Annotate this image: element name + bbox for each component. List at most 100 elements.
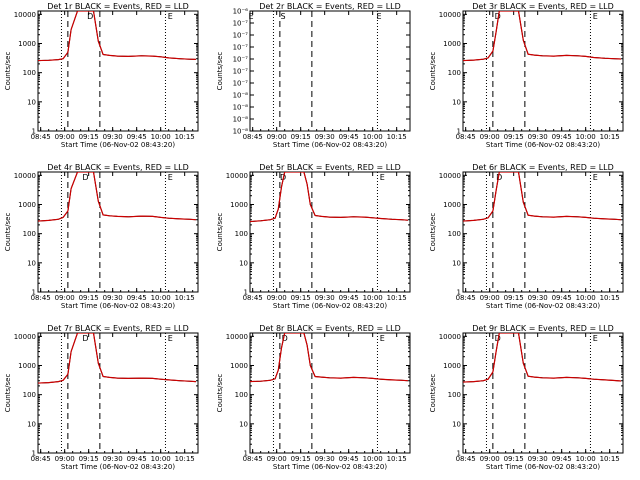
marker-label: E [168,173,173,182]
y-tick-label: 10 [452,98,461,106]
x-tick-label: 09:15 [291,455,311,463]
marker-label: E [593,334,598,343]
y-tick-label: 100 [23,230,36,238]
y-axis-label: Counts/sec [429,213,437,252]
y-axis-label: Counts/sec [4,374,12,413]
panel-title: Det 1r BLACK = Events, RED = LLD [47,2,189,11]
y-tick-label: 1000 [230,362,248,370]
marker-label: D [495,334,501,343]
x-tick-label: 09:00 [480,133,500,141]
y-tick-label: 10000 [226,333,248,341]
y-tick-label: 1 [244,289,248,297]
x-tick-label: 09:15 [79,133,99,141]
y-tick-label: 100 [23,391,36,399]
y-tick-label: 10 [452,259,461,267]
panel-3: Det 3r BLACK = Events, RED = LLD 08:45 09:… [429,2,624,149]
x-axis-label: Start Time (06-Nov-02 08:43:20) [273,463,387,471]
y-tick-label: 10000 [14,333,36,341]
y-tick-label: 1000 [443,201,461,209]
x-tick-label: 09:15 [79,294,99,302]
x-tick-label: 09:45 [552,294,572,302]
series-line-2 [463,172,621,222]
x-tick-label: 09:45 [339,133,359,141]
panel-6: Det 6r BLACK = Events, RED = LLD 08:45 09:… [429,163,624,310]
x-tick-label: 09:30 [315,133,335,141]
panel-title: Det 2r BLACK = Events, RED = LLD [259,2,401,11]
x-tick-label: 10:00 [576,133,596,141]
x-tick-label: 09:15 [504,294,524,302]
panel-title: Det 3r BLACK = Events, RED = LLD [472,2,614,11]
x-axis-label: Start Time (06-Nov-02 08:43:20) [486,302,600,310]
y-tick-label: 10000 [14,172,36,180]
y-tick-label: 10000 [439,172,461,180]
x-tick-label: 08:45 [456,455,476,463]
y-tick-label: 1 [457,450,461,458]
y-tick-label: 10 [27,98,36,106]
x-tick-label: 09:00 [55,133,75,141]
x-tick-label: 09:45 [339,455,359,463]
y-tick-label: 1 [244,450,248,458]
x-tick-label: 09:30 [528,455,548,463]
marker-label: E [380,334,385,343]
y-axis-label: Counts/sec [429,52,437,91]
series-line-2 [463,333,621,383]
marker-label: E [168,334,173,343]
x-tick-label: 10:00 [151,133,171,141]
x-axis-label: Start Time (06-Nov-02 08:43:20) [273,141,387,149]
series-line-2 [38,172,196,222]
y-tick-label: 1000 [443,40,461,48]
y-tick-label: 10000 [14,11,36,19]
y-tick-label: 10⁻⁷ [233,56,249,64]
y-tick-label: 100 [448,230,461,238]
y-tick-label: 10 [239,259,248,267]
plot-frame [462,10,624,132]
y-tick-label: 1000 [18,201,36,209]
x-tick-label: 10:15 [387,455,407,463]
x-axis-label: Start Time (06-Nov-02 08:43:20) [61,141,175,149]
x-tick-label: 09:00 [480,294,500,302]
y-tick-label: 10000 [226,172,248,180]
y-tick-label: 1000 [18,362,36,370]
series-line-2 [463,11,621,62]
marker-label: S [281,12,286,21]
panel-title: Det 4r BLACK = Events, RED = LLD [47,163,189,172]
x-tick-label: 08:45 [243,133,263,141]
y-tick-label: 1 [32,128,36,136]
x-tick-label: 09:30 [528,133,548,141]
y-tick-label: 10⁻⁸ [233,116,249,124]
y-tick-label: 10⁻⁸ [233,92,249,100]
panel-9: Det 9r BLACK = Events, RED = LLD 08:45 09:… [429,324,624,471]
x-tick-label: 08:45 [456,294,476,302]
series-line-2 [38,11,196,62]
plot-frame [249,171,411,293]
x-tick-label: 09:30 [103,455,123,463]
y-tick-label: 10⁻⁷ [233,20,249,28]
plot-frame [37,332,199,454]
y-axis-label: Counts/sec [216,374,224,413]
panel-7: Det 7r BLACK = Events, RED = LLD 08:45 09:… [4,324,199,471]
marker-label: E [377,12,382,21]
x-tick-label: 10:15 [600,294,620,302]
marker-label: D [87,12,93,21]
y-tick-label: 1 [32,450,36,458]
marker-label: D [82,334,88,343]
x-tick-label: 09:15 [504,133,524,141]
x-tick-label: 10:00 [363,455,383,463]
y-tick-label: 10⁻⁸ [233,128,249,136]
panel-1: Det 1r BLACK = Events, RED = LLD 08:45 09:… [4,2,199,149]
y-tick-label: 100 [448,69,461,77]
y-tick-label: 10⁻⁷ [233,68,249,76]
y-tick-label: 10 [27,259,36,267]
x-tick-label: 10:15 [600,455,620,463]
panel-title: Det 8r BLACK = Events, RED = LLD [259,324,401,333]
y-tick-label: 1 [457,128,461,136]
panel-title: Det 9r BLACK = Events, RED = LLD [472,324,614,333]
panel-title: Det 5r BLACK = Events, RED = LLD [259,163,401,172]
marker-label: E [168,12,173,21]
y-tick-label: 1 [457,289,461,297]
x-tick-label: 09:45 [127,133,147,141]
x-tick-label: 08:45 [31,455,51,463]
panel-title: Det 7r BLACK = Events, RED = LLD [47,324,189,333]
x-tick-label: 10:00 [363,133,383,141]
plot-frame [462,171,624,293]
